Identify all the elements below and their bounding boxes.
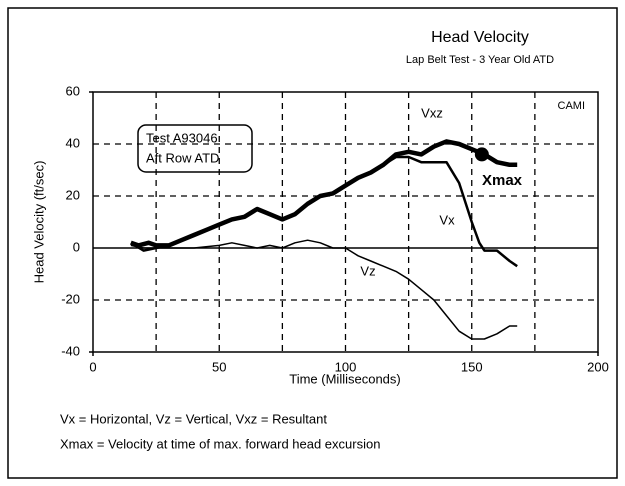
x-tick-label: 50	[212, 359, 226, 374]
x-tick-label: 100	[335, 359, 357, 374]
series-label: Vxz	[421, 105, 443, 120]
y-axis-label: Head Velocity (ft/sec)	[31, 161, 46, 284]
test-box-line: Test A93046	[146, 130, 218, 145]
xmax-marker	[474, 147, 489, 162]
x-tick-label: 150	[461, 359, 483, 374]
test-box	[137, 124, 253, 173]
y-tick-label: 0	[73, 239, 80, 254]
plot-area	[92, 91, 599, 353]
series-line	[130, 239, 518, 340]
y-tick-label: 60	[66, 83, 80, 98]
chart-subtitle: Lap Belt Test - 3 Year Old ATD	[406, 54, 554, 66]
x-axis-label: Time (Milliseconds)	[289, 371, 400, 386]
frame	[7, 7, 618, 479]
note: Xmax = Velocity at time of max. forward …	[60, 436, 380, 451]
series-line	[130, 155, 518, 268]
series-label: Vx	[439, 212, 455, 227]
note: Vx = Horizontal, Vz = Vertical, Vxz = Re…	[60, 411, 327, 426]
source-label: CAMI	[558, 100, 586, 112]
x-tick-label: 200	[587, 359, 609, 374]
test-box-line: Aft Row ATD	[146, 150, 219, 165]
y-tick-label: -40	[61, 343, 80, 358]
x-tick-label: 0	[89, 359, 96, 374]
xmax-label: Xmax	[482, 172, 523, 189]
y-tick-label: -20	[61, 291, 80, 306]
y-tick-label: 40	[66, 135, 80, 150]
chart-title: Head Velocity	[431, 29, 529, 46]
y-tick-label: 20	[66, 187, 80, 202]
series-label: Vz	[360, 263, 375, 278]
